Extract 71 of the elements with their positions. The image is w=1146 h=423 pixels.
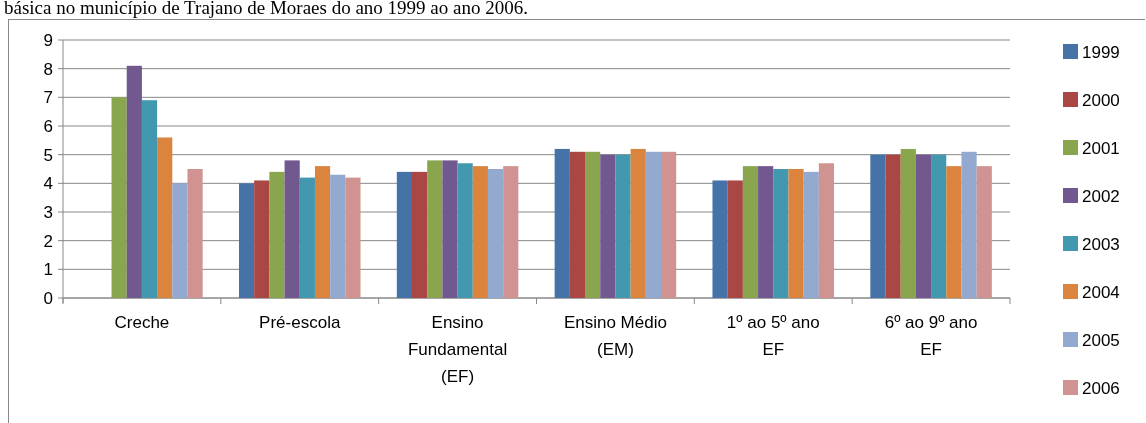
bar: [238, 183, 255, 298]
bar: [712, 180, 728, 298]
bar: [660, 151, 677, 298]
bar: [412, 171, 428, 298]
bar: [961, 151, 977, 298]
legend-label: 2004: [1082, 282, 1120, 302]
y-tick-label: 3: [43, 202, 53, 222]
bar: [915, 154, 932, 298]
x-tick-label: Pré-escola: [259, 313, 341, 332]
bar: [472, 166, 488, 298]
legend-label: 2006: [1082, 378, 1120, 398]
bar: [600, 154, 616, 298]
x-tick-label: Ensino Fundamental (EF): [407, 313, 508, 386]
bar: [900, 148, 916, 298]
y-tick-label: 0: [43, 288, 53, 308]
y-tick-label: 7: [43, 88, 53, 108]
bar: [442, 160, 458, 298]
bar: [554, 148, 570, 298]
x-tick-label: Ensino Médio (EM): [563, 313, 667, 359]
bar: [727, 180, 743, 298]
bar: [976, 166, 992, 298]
bar: [585, 151, 601, 298]
bar: [758, 166, 774, 298]
x-tick-label: 1º ao 5º ano EF: [726, 313, 820, 359]
bar: [870, 154, 886, 298]
bar: [330, 174, 346, 298]
bar: [885, 154, 901, 298]
legend-label: 2002: [1082, 186, 1120, 206]
bar: [187, 169, 203, 298]
bar: [314, 166, 331, 298]
bar: [126, 65, 142, 298]
x-tick-label: Creche: [114, 313, 170, 332]
bar: [630, 148, 646, 298]
legend-label: 2005: [1082, 330, 1120, 350]
bar: [157, 137, 173, 298]
bar: [299, 177, 315, 298]
bar: [487, 169, 504, 298]
y-tick-label: 2: [43, 231, 53, 251]
bar: [457, 163, 473, 298]
bar: [569, 151, 586, 298]
bar: [931, 154, 947, 298]
legend-label: 2000: [1082, 90, 1120, 110]
bar: [172, 183, 188, 298]
y-tick-label: 5: [43, 145, 53, 165]
y-tick-label: 6: [43, 116, 53, 136]
x-tick-label: 6º ao 9º ano EF: [884, 313, 978, 359]
legend-label: 2001: [1082, 138, 1120, 158]
bar: [742, 166, 759, 298]
bar: [254, 180, 270, 298]
bar: [284, 160, 300, 298]
y-tick-label: 1: [43, 260, 53, 280]
bar: [615, 154, 631, 298]
legend-label: 1999: [1082, 42, 1120, 62]
bar: [773, 169, 789, 298]
y-tick-label: 4: [43, 174, 53, 194]
bar: [788, 169, 804, 298]
y-tick-label: 8: [43, 59, 53, 79]
bar: [141, 100, 158, 298]
bar: [269, 171, 285, 298]
bar: [503, 166, 519, 298]
bar: [803, 171, 819, 298]
chart-title: básica no município de Trajano de Moraes do ano 1999 ao ano 2006.: [4, 0, 528, 18]
bar: [946, 166, 962, 298]
legend-label: 2003: [1082, 234, 1120, 254]
bar: [111, 97, 127, 298]
y-tick-label: 9: [43, 30, 53, 50]
bar: [427, 160, 443, 298]
bar: [818, 163, 835, 298]
bar: [345, 177, 361, 298]
bar: [396, 171, 413, 298]
bar: [645, 151, 661, 298]
